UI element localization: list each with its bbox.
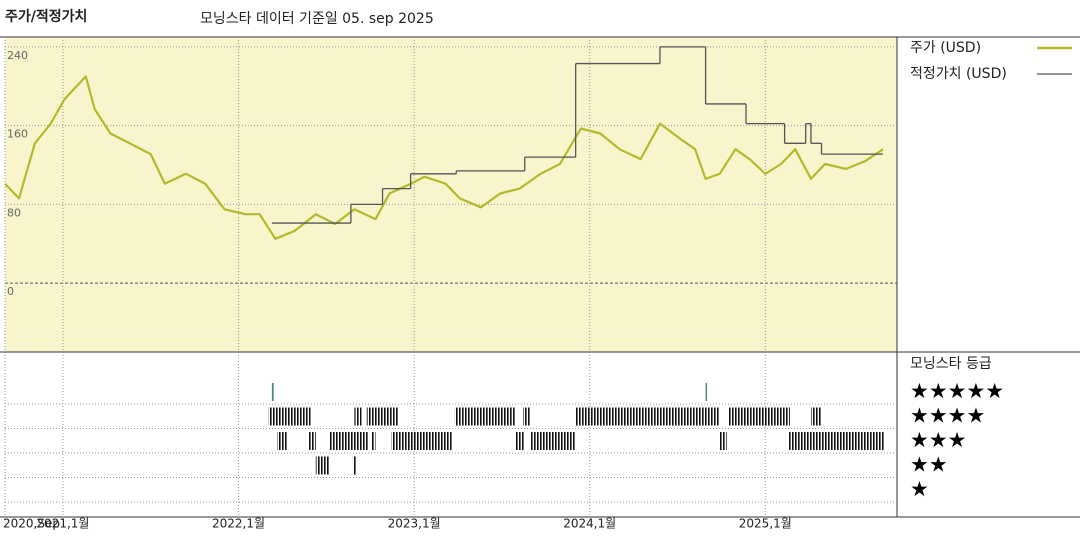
legend-label: 적정가치 (USD) — [910, 66, 1007, 82]
rating-level-label: ★★★★★ — [910, 379, 1004, 403]
rating-period — [268, 407, 311, 426]
rating-period — [352, 456, 357, 475]
rating-period — [454, 407, 516, 426]
plot-background — [5, 37, 897, 352]
x-tick-label: 2025,1월 — [739, 517, 792, 531]
x-tick-label: 2021,1월 — [36, 517, 89, 531]
y-tick-label: 160 — [7, 128, 28, 141]
rating-period — [810, 407, 822, 426]
rating-period — [277, 432, 288, 450]
rating-period — [371, 432, 376, 450]
x-tick-label: 2024,1월 — [563, 517, 616, 531]
rating-level-label: ★★★★ — [910, 404, 985, 428]
y-tick-label: 0 — [7, 285, 14, 298]
rating-period — [705, 383, 708, 401]
rating-period — [366, 407, 399, 426]
rating-period — [271, 383, 274, 401]
rating-period — [354, 407, 362, 426]
y-tick-label: 80 — [7, 206, 21, 219]
rating-period — [530, 432, 576, 450]
y-tick-label: 240 — [7, 49, 28, 62]
rating-period — [575, 407, 720, 426]
rating-period — [728, 407, 790, 426]
chart-subtitle: 모닝스타 데이터 기준일 05. sep 2025 — [200, 11, 434, 27]
rating-period — [308, 432, 316, 450]
rating-period — [788, 432, 885, 450]
x-tick-label: 2022,1월 — [212, 517, 265, 531]
rating-period — [315, 456, 330, 475]
x-tick-label: 2023,1월 — [388, 517, 441, 531]
rating-level-label: ★★★ — [910, 428, 966, 452]
rating-period — [329, 432, 369, 450]
rating-level-label: ★ — [910, 477, 929, 501]
rating-period — [391, 432, 453, 450]
chart-title: 주가/적정가치 — [5, 8, 87, 25]
price-line — [4, 75, 884, 240]
rating-period — [719, 432, 727, 450]
rating-period — [522, 407, 531, 426]
x-tick-label: 2020,Sep — [3, 517, 60, 531]
legend-label: 주가 (USD) — [910, 40, 981, 56]
rating-title: 모닝스타 등급 — [910, 356, 992, 372]
rating-period — [515, 432, 525, 450]
rating-level-label: ★★ — [910, 453, 948, 477]
